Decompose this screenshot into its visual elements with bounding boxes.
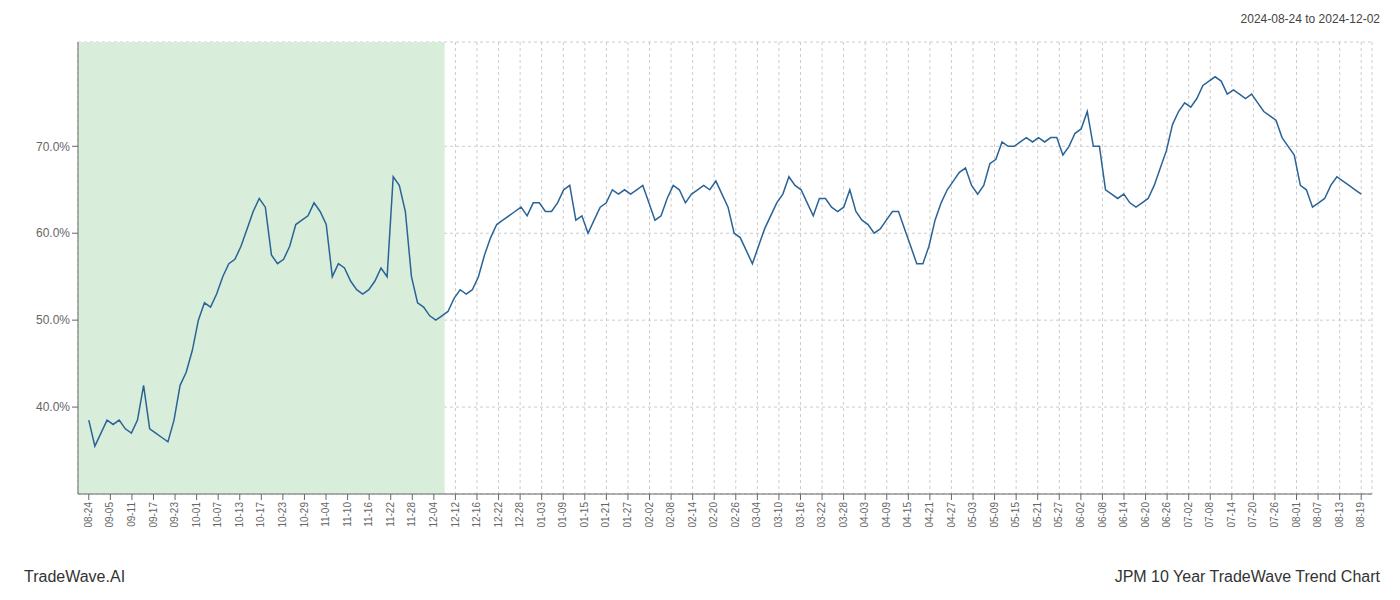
svg-text:60.0%: 60.0% bbox=[36, 226, 70, 240]
svg-text:01-27: 01-27 bbox=[622, 502, 633, 528]
svg-text:08-19: 08-19 bbox=[1355, 502, 1366, 528]
svg-text:05-03: 05-03 bbox=[967, 502, 978, 528]
svg-text:50.0%: 50.0% bbox=[36, 313, 70, 327]
svg-text:11-10: 11-10 bbox=[342, 502, 353, 527]
svg-text:11-16: 11-16 bbox=[363, 502, 374, 527]
svg-text:12-16: 12-16 bbox=[471, 502, 482, 528]
svg-text:07-14: 07-14 bbox=[1226, 502, 1237, 528]
svg-text:02-08: 02-08 bbox=[665, 502, 676, 528]
svg-text:03-10: 03-10 bbox=[773, 502, 784, 528]
svg-text:04-03: 04-03 bbox=[859, 502, 870, 528]
svg-text:03-16: 03-16 bbox=[795, 502, 806, 528]
svg-text:07-02: 07-02 bbox=[1183, 502, 1194, 528]
svg-text:04-09: 04-09 bbox=[881, 502, 892, 528]
svg-text:08-13: 08-13 bbox=[1334, 502, 1345, 528]
html-text:2024-08-24 to 2024-12-02: 2024-08-24 to 2024-12-02 bbox=[1240, 12, 1380, 26]
svg-text:06-20: 06-20 bbox=[1140, 502, 1151, 528]
svg-text:02-20: 02-20 bbox=[708, 502, 719, 528]
svg-text:12-22: 12-22 bbox=[493, 502, 504, 528]
svg-text:10-29: 10-29 bbox=[299, 502, 310, 528]
svg-text:12-12: 12-12 bbox=[450, 502, 461, 528]
svg-text:09-11: 09-11 bbox=[126, 502, 137, 527]
svg-text:01-15: 01-15 bbox=[579, 502, 590, 528]
svg-text:04-27: 04-27 bbox=[946, 502, 957, 528]
svg-text:05-09: 05-09 bbox=[989, 502, 1000, 528]
svg-text:07-26: 07-26 bbox=[1269, 502, 1280, 528]
svg-text:06-14: 06-14 bbox=[1118, 502, 1129, 528]
svg-text:01-03: 01-03 bbox=[536, 502, 547, 528]
svg-text:07-08: 07-08 bbox=[1204, 502, 1215, 528]
svg-text:07-20: 07-20 bbox=[1247, 502, 1258, 528]
svg-text:03-22: 03-22 bbox=[816, 502, 827, 528]
svg-text:10-07: 10-07 bbox=[212, 502, 223, 528]
svg-text:08-07: 08-07 bbox=[1312, 502, 1323, 528]
svg-text:11-22: 11-22 bbox=[385, 502, 396, 527]
svg-text:06-02: 06-02 bbox=[1075, 502, 1086, 528]
svg-text:06-26: 06-26 bbox=[1161, 502, 1172, 528]
svg-text:02-14: 02-14 bbox=[687, 502, 698, 528]
svg-text:06-08: 06-08 bbox=[1097, 502, 1108, 528]
svg-text:12-28: 12-28 bbox=[514, 502, 525, 528]
svg-text:03-04: 03-04 bbox=[751, 502, 762, 528]
svg-text:01-09: 01-09 bbox=[557, 502, 568, 528]
svg-text:02-26: 02-26 bbox=[730, 502, 741, 528]
svg-text:10-13: 10-13 bbox=[234, 502, 245, 528]
svg-text:09-05: 09-05 bbox=[104, 502, 115, 528]
svg-text:10-01: 10-01 bbox=[191, 502, 202, 528]
svg-text:09-23: 09-23 bbox=[169, 502, 180, 528]
svg-text:04-21: 04-21 bbox=[924, 502, 935, 528]
svg-text:11-04: 11-04 bbox=[320, 502, 331, 527]
svg-text:09-17: 09-17 bbox=[148, 502, 159, 528]
svg-text:04-15: 04-15 bbox=[902, 502, 913, 528]
svg-text:12-04: 12-04 bbox=[428, 502, 439, 528]
svg-text:10-17: 10-17 bbox=[255, 502, 266, 528]
svg-text:08-01: 08-01 bbox=[1291, 502, 1302, 528]
svg-text:01-21: 01-21 bbox=[600, 502, 611, 528]
svg-text:02-02: 02-02 bbox=[644, 502, 655, 528]
svg-text:05-27: 05-27 bbox=[1053, 502, 1064, 528]
svg-text:05-21: 05-21 bbox=[1032, 502, 1043, 528]
html-text:JPM 10 Year TradeWave Trend Ch: JPM 10 Year TradeWave Trend Chart bbox=[1114, 568, 1380, 585]
svg-text:40.0%: 40.0% bbox=[36, 400, 70, 414]
svg-text:08-24: 08-24 bbox=[83, 502, 94, 528]
svg-text:11-28: 11-28 bbox=[406, 502, 417, 527]
html-text:TradeWave.AI: TradeWave.AI bbox=[24, 568, 126, 585]
svg-text:70.0%: 70.0% bbox=[36, 140, 70, 154]
svg-text:03-28: 03-28 bbox=[838, 502, 849, 528]
svg-text:10-23: 10-23 bbox=[277, 502, 288, 528]
svg-text:05-15: 05-15 bbox=[1010, 502, 1021, 528]
